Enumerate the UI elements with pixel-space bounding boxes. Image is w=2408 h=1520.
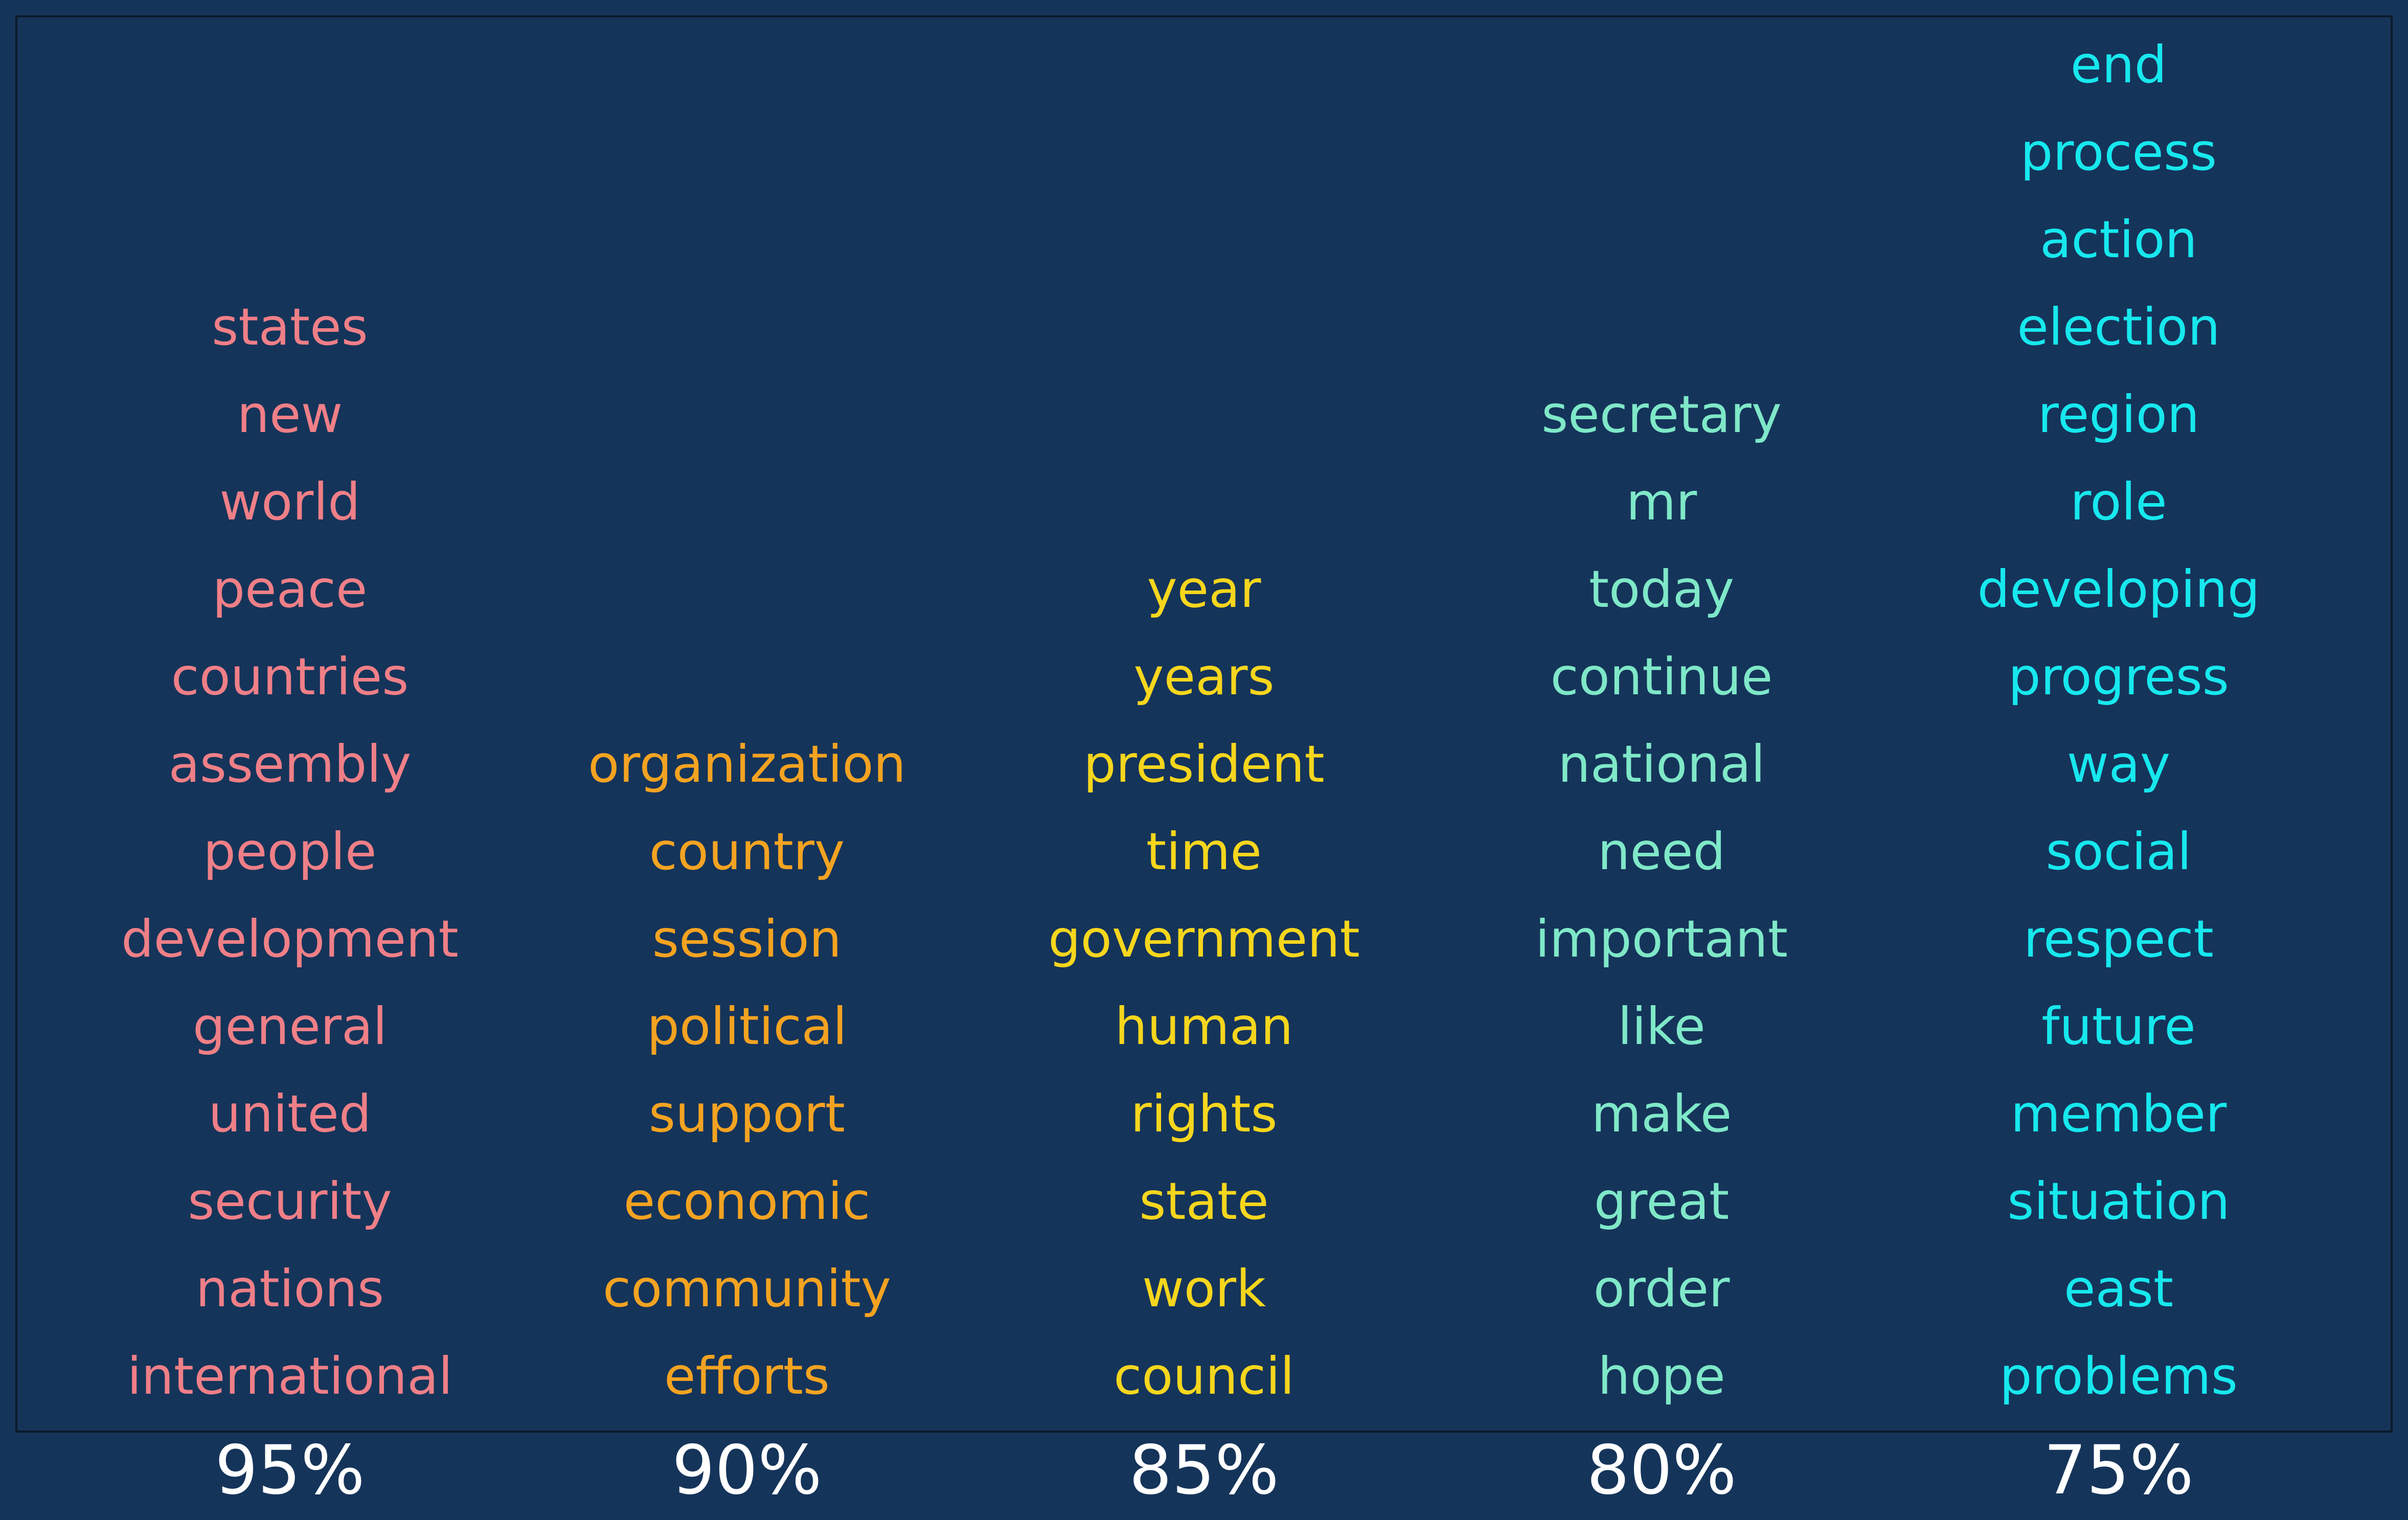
word-2-5: support — [649, 1084, 845, 1144]
word-4-4: continue — [1550, 647, 1773, 707]
word-3-1: year — [1147, 559, 1261, 619]
word-1-1: states — [212, 297, 368, 357]
word-3-7: rights — [1130, 1084, 1278, 1144]
word-4-10: great — [1594, 1171, 1730, 1231]
word-5-14: situation — [2007, 1171, 2230, 1231]
word-5-11: respect — [2024, 909, 2214, 969]
word-1-2: new — [237, 384, 343, 444]
word-1-6: assembly — [168, 734, 412, 794]
word-1-5: countries — [171, 647, 409, 707]
word-1-4: peace — [212, 559, 368, 619]
word-1-10: united — [208, 1084, 372, 1144]
word-3-2: years — [1133, 647, 1275, 707]
word-5-2: process — [2020, 122, 2217, 182]
word-5-15: east — [2063, 1259, 2174, 1319]
word-5-9: way — [2066, 734, 2171, 794]
word-5-10: social — [2046, 822, 2192, 881]
word-5-7: developing — [1977, 559, 2260, 619]
word-1-12: nations — [195, 1259, 384, 1319]
word-3-6: human — [1115, 996, 1293, 1056]
word-4-12: hope — [1598, 1346, 1725, 1406]
word-2-4: political — [647, 996, 847, 1056]
word-1-9: general — [192, 996, 388, 1056]
word-5-12: future — [2041, 996, 2196, 1056]
word-4-1: secretary — [1541, 384, 1782, 444]
word-4-11: order — [1593, 1259, 1730, 1319]
plot-area — [15, 15, 2393, 1433]
word-4-3: today — [1588, 559, 1735, 619]
word-4-2: mr — [1626, 472, 1697, 532]
word-4-9: make — [1591, 1084, 1732, 1144]
word-4-6: need — [1598, 822, 1725, 881]
word-5-6: role — [2070, 472, 2167, 532]
column-label-1: 95% — [215, 1431, 365, 1510]
word-1-3: world — [219, 472, 360, 532]
word-2-3: session — [652, 909, 842, 969]
word-2-2: country — [649, 822, 845, 881]
word-4-8: like — [1618, 996, 1706, 1056]
word-5-5: region — [2037, 384, 2200, 444]
word-1-11: security — [188, 1171, 392, 1231]
word-1-7: people — [203, 822, 377, 881]
word-4-7: important — [1535, 909, 1788, 969]
word-5-13: member — [2010, 1084, 2227, 1144]
word-3-10: council — [1114, 1346, 1294, 1406]
word-1-8: development — [121, 909, 459, 969]
word-2-1: organization — [588, 734, 906, 794]
word-4-5: national — [1558, 734, 1765, 794]
word-3-3: president — [1083, 734, 1325, 794]
word-5-1: end — [2070, 35, 2167, 95]
word-3-8: state — [1139, 1171, 1269, 1231]
word-5-8: progress — [2008, 647, 2229, 707]
word-3-9: work — [1142, 1259, 1266, 1319]
column-label-2: 90% — [672, 1431, 822, 1510]
word-5-3: action — [2040, 210, 2197, 269]
column-label-4: 80% — [1586, 1431, 1737, 1510]
word-3-4: time — [1146, 822, 1262, 881]
word-3-5: government — [1048, 909, 1360, 969]
word-2-7: community — [603, 1259, 891, 1319]
word-2-8: efforts — [664, 1346, 830, 1406]
word-5-16: problems — [2000, 1346, 2238, 1406]
word-5-4: election — [2017, 297, 2220, 357]
column-label-3: 85% — [1129, 1431, 1279, 1510]
word-2-6: economic — [623, 1171, 871, 1231]
word-1-13: international — [127, 1346, 453, 1406]
column-label-5: 75% — [2043, 1431, 2194, 1510]
